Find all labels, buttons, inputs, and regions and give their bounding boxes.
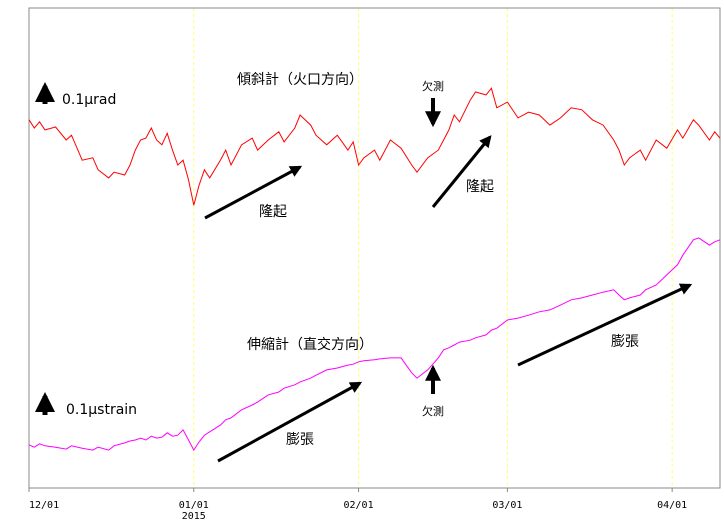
series-line <box>28 87 721 206</box>
x-tick-label: 12/01 <box>29 500 59 511</box>
series-title: 伸縮計（直交方向） <box>247 336 373 353</box>
x-tick-label: 01/01 <box>179 500 209 511</box>
trend-arrow <box>517 283 693 367</box>
plot-frame <box>28 7 721 489</box>
annotation: 0.1μrad <box>62 92 116 108</box>
series-title: 傾斜計（火口方向） <box>237 72 363 88</box>
trend-arrow <box>217 381 363 463</box>
x-tick-label: 03/01 <box>492 500 522 511</box>
annotation: 隆起 <box>466 179 494 195</box>
series-line <box>28 237 721 452</box>
trend-arrow <box>204 165 303 220</box>
x-tick-label: 02/01 <box>343 500 373 511</box>
annotation: 欠測 <box>422 79 444 93</box>
year-label: 2015 <box>182 511 206 522</box>
annotation: 膨張 <box>611 333 639 350</box>
annotation: 0.1μstrain <box>66 402 137 418</box>
trend-arrow <box>431 135 492 208</box>
annotation: 膨張 <box>286 431 314 448</box>
annotation: 隆起 <box>259 204 287 220</box>
annotation: 欠測 <box>422 404 444 418</box>
x-tick-label: 04/01 <box>657 500 687 511</box>
